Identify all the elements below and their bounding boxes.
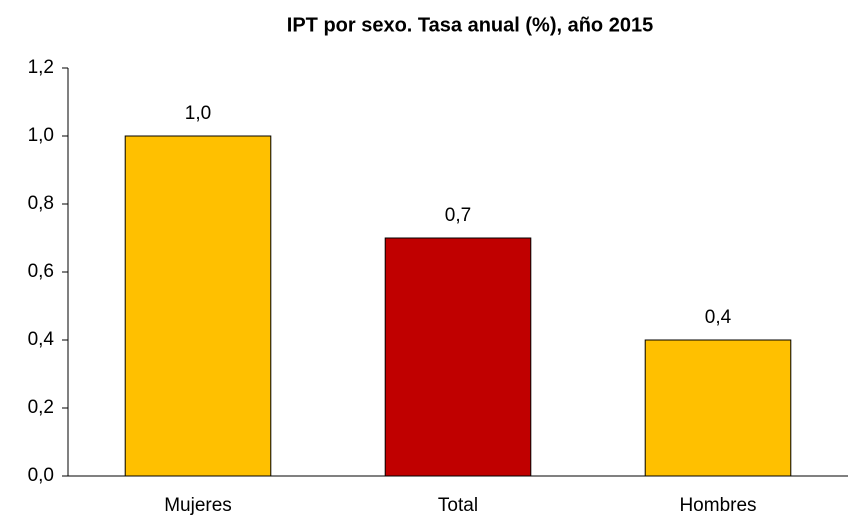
y-tick-label: 0,6 — [28, 261, 54, 282]
y-tick-label: 1,2 — [28, 57, 54, 78]
y-tick-label: 0,4 — [28, 329, 55, 350]
bar — [124, 135, 272, 477]
data-label: 0,4 — [705, 307, 732, 328]
bar — [644, 339, 792, 477]
y-tick-label: 0,2 — [28, 397, 54, 418]
x-tick-label: Total — [438, 495, 478, 516]
data-label: 1,0 — [185, 103, 211, 124]
data-label: 0,7 — [445, 205, 471, 226]
y-tick-label: 1,0 — [28, 125, 54, 146]
chart-title: IPT por sexo. Tasa anual (%), año 2015 — [287, 14, 653, 36]
y-tick-label: 0,8 — [28, 193, 54, 214]
bar — [384, 237, 532, 477]
y-tick-label: 0,0 — [28, 465, 54, 486]
x-tick-label: Hombres — [679, 495, 756, 516]
x-tick-label: Mujeres — [164, 495, 232, 516]
